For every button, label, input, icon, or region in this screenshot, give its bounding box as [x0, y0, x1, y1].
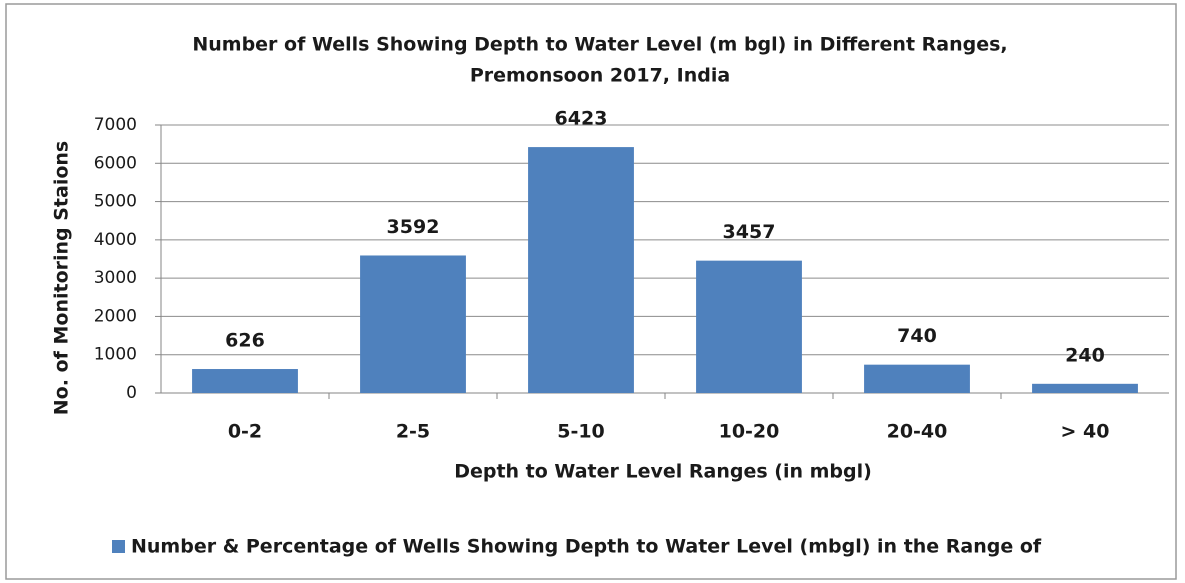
plot-area: 0 1000 2000 3000 4000 5000 6000 7000 0-2 2-5 5-10 1… [94, 108, 1169, 443]
x-axis-title: Depth to Water Level Ranges (in mbgl) [454, 461, 872, 483]
y-tick-label: 6000 [94, 153, 137, 173]
value-label: 3457 [723, 221, 776, 243]
bar [864, 364, 970, 393]
y-tick-label: 7000 [94, 115, 137, 135]
x-tick-label: 2-5 [396, 421, 430, 443]
y-tick-label: 3000 [94, 268, 137, 288]
bar [696, 260, 802, 393]
legend: Number & Percentage of Wells Showing Dep… [112, 536, 1042, 558]
legend-label: Number & Percentage of Wells Showing Dep… [131, 536, 1042, 558]
x-tick-label: 0-2 [228, 421, 262, 443]
bar [528, 147, 634, 393]
y-tick-label: 5000 [94, 192, 137, 212]
x-tick-label: 20-40 [887, 421, 948, 443]
value-label: 740 [897, 325, 937, 347]
bar [1032, 383, 1138, 393]
chart-title: Premonsoon 2017, India [470, 65, 730, 87]
value-label: 240 [1065, 344, 1105, 366]
y-axis-title: No. of Monitoring Staions [51, 141, 73, 415]
y-tick-label: 4000 [94, 230, 137, 250]
legend-swatch [112, 540, 125, 553]
y-tick-label: 0 [126, 383, 137, 403]
x-tick-label: 10-20 [719, 421, 780, 443]
value-label: 626 [225, 330, 265, 352]
x-tick-label: > 40 [1061, 421, 1110, 443]
value-label: 6423 [555, 108, 608, 130]
bar [192, 369, 298, 393]
x-tick-label: 5-10 [557, 421, 605, 443]
bar [360, 255, 466, 393]
y-tick-label: 1000 [94, 345, 137, 365]
chart-title: Number of Wells Showing Depth to Water L… [192, 34, 1007, 56]
value-label: 3592 [387, 216, 440, 238]
y-tick-label: 2000 [94, 306, 137, 326]
